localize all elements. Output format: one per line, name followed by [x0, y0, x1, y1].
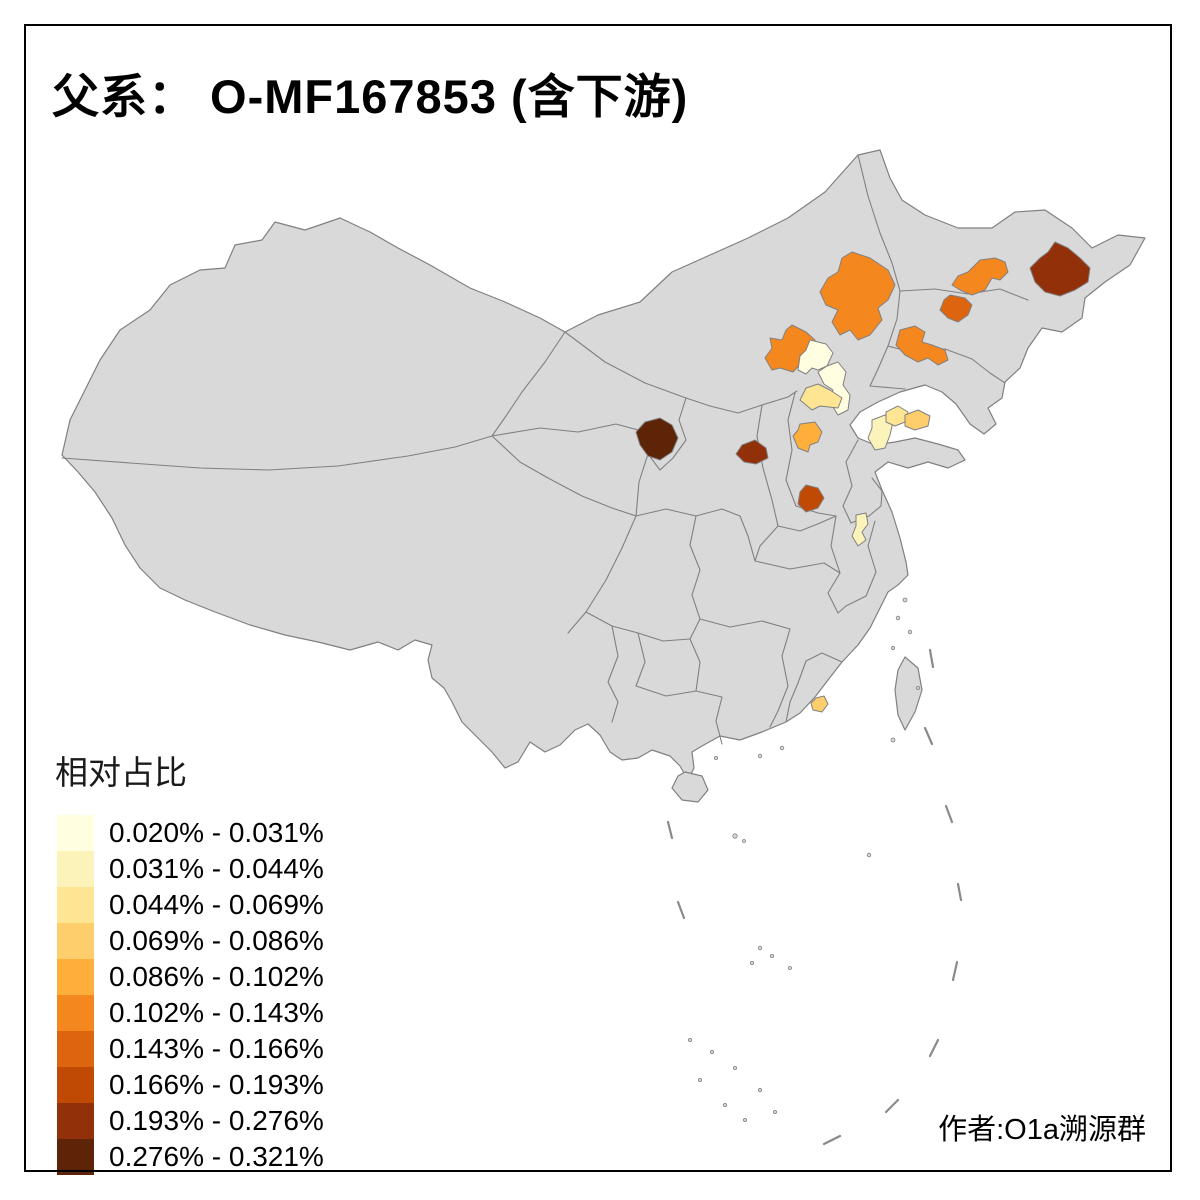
choropleth-region	[819, 251, 896, 341]
choropleth-region	[810, 695, 829, 713]
legend-swatch	[57, 1067, 94, 1103]
legend-swatch	[57, 851, 94, 887]
legend-swatch	[57, 1139, 94, 1175]
choropleth-region	[635, 417, 679, 461]
legend-item: 0.031% - 0.044%	[57, 851, 324, 887]
legend-swatch	[57, 887, 94, 923]
choropleth-region	[1029, 241, 1091, 297]
legend-label: 0.193% - 0.276%	[109, 1105, 324, 1136]
small-islands	[688, 597, 921, 1123]
legend-rows: 0.020% - 0.031% 0.031% - 0.044% 0.044% - 0…	[57, 815, 324, 1175]
legend-label: 0.069% - 0.086%	[109, 925, 324, 956]
choropleth-region	[792, 421, 823, 453]
choropleth-regions	[635, 241, 1091, 713]
legend-label: 0.143% - 0.166%	[109, 1033, 324, 1064]
legend-item: 0.102% - 0.143%	[57, 995, 324, 1031]
legend-label: 0.166% - 0.193%	[109, 1069, 324, 1100]
choropleth-region	[797, 484, 825, 513]
legend-swatch	[57, 923, 94, 959]
choropleth-region	[817, 361, 851, 416]
choropleth-region	[895, 325, 949, 366]
choropleth-region	[851, 512, 869, 547]
legend-swatch	[57, 1103, 94, 1139]
legend-label: 0.031% - 0.044%	[109, 853, 324, 884]
legend-item: 0.166% - 0.193%	[57, 1067, 324, 1103]
legend: 相对占比 0.020% - 0.031% 0.031% - 0.044% 0.044…	[55, 746, 324, 1175]
legend-item: 0.193% - 0.276%	[57, 1103, 324, 1139]
choropleth-region	[797, 339, 834, 375]
legend-swatch	[57, 959, 94, 995]
author-credit: 作者:O1a溯源群	[938, 1114, 1146, 1146]
legend-item: 0.044% - 0.069%	[57, 887, 324, 923]
legend-swatch	[57, 995, 94, 1031]
legend-item: 0.020% - 0.031%	[57, 815, 324, 851]
province-borders	[61, 154, 1029, 745]
legend-swatch	[57, 815, 94, 851]
legend-label: 0.102% - 0.143%	[109, 997, 324, 1028]
legend-title: 相对占比	[55, 754, 187, 791]
mainland-outline	[61, 149, 1146, 781]
legend-label: 0.044% - 0.069%	[109, 889, 324, 920]
choropleth-region	[939, 294, 973, 323]
legend-item: 0.069% - 0.086%	[57, 923, 324, 959]
nine-dash-line	[666, 648, 963, 1146]
map-title: 父系： O-MF167853 (含下游)	[52, 70, 689, 123]
legend-swatch	[57, 1031, 94, 1067]
legend-item: 0.276% - 0.321%	[57, 1139, 324, 1175]
legend-item: 0.143% - 0.166%	[57, 1031, 324, 1067]
legend-label: 0.276% - 0.321%	[109, 1141, 324, 1172]
choropleth-region	[735, 439, 769, 465]
legend-label: 0.020% - 0.031%	[109, 817, 324, 848]
choropleth-region	[904, 409, 931, 431]
legend-label: 0.086% - 0.102%	[109, 961, 324, 992]
legend-item: 0.086% - 0.102%	[57, 959, 324, 995]
taiwan-island	[894, 656, 923, 731]
choropleth-region	[799, 383, 843, 411]
hainan-island	[671, 771, 709, 803]
choropleth-region	[951, 257, 1009, 296]
